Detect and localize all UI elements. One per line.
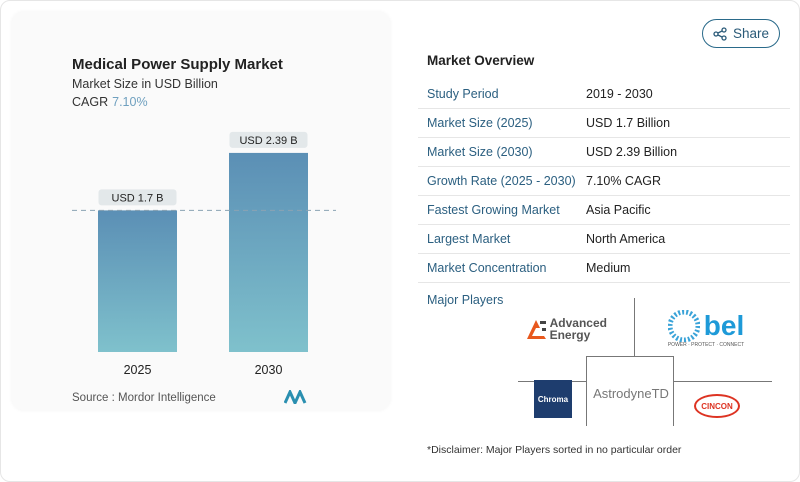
row-key: Market Size (2025) [427,116,533,130]
disclaimer: *Disclaimer: Major Players sorted in no … [427,444,682,456]
source: Source : Mordor Intelligence [72,392,216,404]
row-key: Study Period [427,87,499,101]
row-value: North America [586,232,666,246]
player-name: Advanced Energy [549,316,607,342]
bar-2030 [229,152,308,352]
logo-advanced-energy: Advanced Energy [526,314,626,344]
bar-chart: USD 1.7 B 2025 USD 2.39 B 2030 [72,131,336,377]
player-name: AstrodyneTD [593,385,669,401]
player-name: CINCON [701,401,733,411]
bel-tagline: POWER · PROTECT · CONNECT [667,342,745,348]
x-tick-label: 2030 [255,363,283,377]
mordor-logo-icon [284,390,307,404]
row-key: Largest Market [427,232,511,246]
bar-2025 [98,210,177,352]
data-label-bg [98,189,177,206]
cagr-label: CAGR [72,95,109,109]
table-row: Growth Rate (2025 - 2030) 7.10% CAGR [418,167,790,196]
advanced-energy-icon [527,320,546,339]
overview-title: Market Overview [427,53,535,68]
table-row: Study Period 2019 - 2030 [418,80,790,109]
row-value: Asia Pacific [586,203,651,217]
row-key: Market Size (2030) [427,145,533,159]
share-button[interactable]: Share [702,19,780,48]
share-label: Share [732,26,770,41]
major-players-label: Major Players [427,293,504,307]
row-key: Growth Rate (2025 - 2030) [427,174,576,188]
chart-subtitle: Market Size in USD Billion [72,77,218,91]
player-name: bel [703,310,745,341]
row-value: Medium [586,261,631,275]
data-label-bg [229,131,308,148]
logo-astrodyne: AstrodyneTD [590,380,672,406]
data-label: USD 2.39 B [239,135,297,147]
table-row: Market Size (2030) USD 2.39 Billion [418,138,790,167]
player-name: Chroma [537,394,569,404]
share-icon [713,26,727,41]
row-value: USD 1.7 Billion [586,116,671,130]
overview-table: Study Period 2019 - 2030 Market Size (202… [418,80,790,283]
table-row: Largest Market North America [418,225,790,254]
chart-card [12,12,390,410]
table-row: Market Concentration Medium [418,254,790,283]
table-row: Fastest Growing Market Asia Pacific [418,196,790,225]
logo-bel: bel POWER · PROTECT · CONNECT [644,304,768,354]
row-key: Market Concentration [427,261,547,275]
row-value: 2019 - 2030 [586,87,653,101]
cagr-value: 7.10% [112,95,148,109]
logo-cincon: CINCON [694,394,740,418]
players-logos: Advanced Energy bel POWER · PROTECT · CO… [518,298,772,426]
table-row: Market Size (2025) USD 1.7 Billion [418,109,790,138]
logo-chroma: Chroma [534,380,572,418]
chart-title: Medical Power Supply Market [72,56,283,73]
cagr: CAGR 7.10% [72,95,148,109]
x-tick-label: 2025 [124,363,152,377]
bel-globe-icon [667,310,700,342]
row-key: Fastest Growing Market [427,203,560,217]
data-label: USD 1.7 B [112,192,164,204]
row-value: USD 2.39 Billion [586,145,678,159]
row-value: 7.10% CAGR [586,174,662,188]
